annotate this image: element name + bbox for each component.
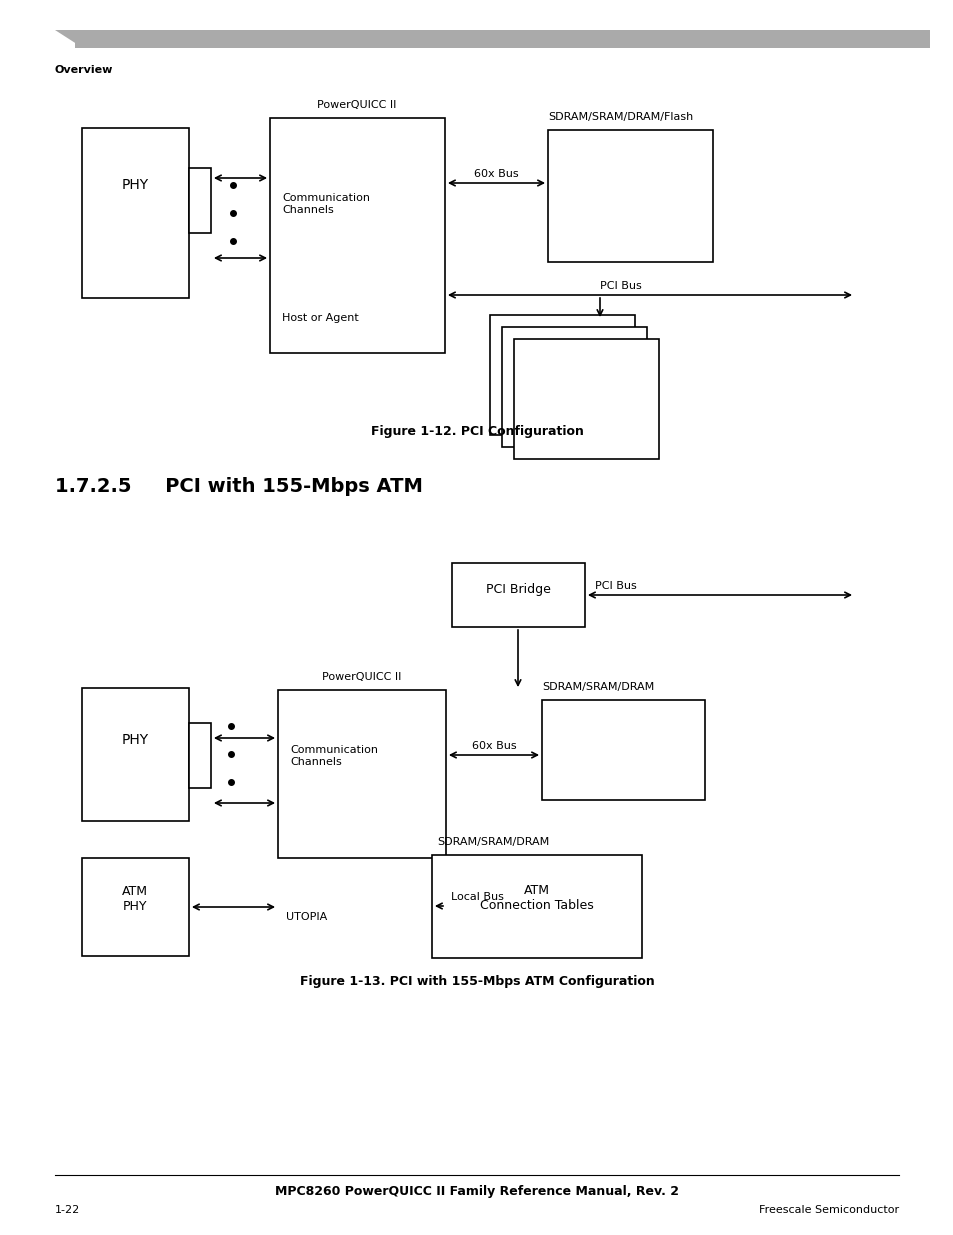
Text: 1-22: 1-22: [55, 1205, 80, 1215]
Text: Host or Agent: Host or Agent: [282, 312, 358, 324]
Text: PHY: PHY: [121, 734, 149, 747]
Text: 1.7.2.5     PCI with 155-Mbps ATM: 1.7.2.5 PCI with 155-Mbps ATM: [55, 477, 422, 496]
Bar: [514, 338, 659, 459]
Text: Freescale Semiconductor: Freescale Semiconductor: [758, 1205, 898, 1215]
Text: PowerQUICC II: PowerQUICC II: [317, 100, 396, 110]
Bar: [501, 327, 646, 447]
Bar: [277, 690, 446, 858]
Text: Figure 1-12. PCI Configuration: Figure 1-12. PCI Configuration: [370, 425, 583, 438]
Text: Figure 1-13. PCI with 155-Mbps ATM Configuration: Figure 1-13. PCI with 155-Mbps ATM Confi…: [299, 974, 654, 988]
Text: PCI Bridge: PCI Bridge: [485, 583, 550, 595]
Bar: [189, 168, 211, 233]
Text: SDRAM/SRAM/DRAM/Flash: SDRAM/SRAM/DRAM/Flash: [547, 112, 693, 122]
Text: Overview: Overview: [55, 65, 113, 75]
Text: Communication
Channels: Communication Channels: [282, 193, 370, 215]
Bar: [452, 563, 584, 627]
Text: UTOPIA: UTOPIA: [286, 911, 327, 923]
Bar: [75, 30, 929, 48]
Text: MPC8260 PowerQUICC II Family Reference Manual, Rev. 2: MPC8260 PowerQUICC II Family Reference M…: [274, 1186, 679, 1198]
Text: SDRAM/SRAM/DRAM: SDRAM/SRAM/DRAM: [541, 682, 654, 692]
Bar: [270, 119, 444, 353]
Text: PowerQUICC II: PowerQUICC II: [322, 672, 401, 682]
Text: PHY: PHY: [121, 178, 149, 191]
Bar: [82, 688, 189, 821]
Text: PCI Bus: PCI Bus: [595, 580, 636, 592]
Bar: [432, 855, 641, 958]
Text: ATM
Connection Tables: ATM Connection Tables: [479, 884, 594, 911]
Bar: [490, 315, 635, 435]
Text: 60x Bus: 60x Bus: [471, 741, 516, 751]
Text: Communication
Channels: Communication Channels: [290, 745, 377, 767]
Text: SDRAM/SRAM/DRAM: SDRAM/SRAM/DRAM: [436, 837, 549, 847]
Text: Local Bus: Local Bus: [451, 892, 503, 902]
Bar: [189, 722, 211, 788]
Polygon shape: [55, 30, 83, 48]
Text: 60x Bus: 60x Bus: [474, 169, 517, 179]
Text: PCI Bus: PCI Bus: [599, 282, 641, 291]
Bar: [82, 128, 189, 298]
Text: ATM
PHY: ATM PHY: [122, 885, 148, 913]
Bar: [547, 130, 712, 262]
Bar: [82, 858, 189, 956]
Bar: [541, 700, 704, 800]
